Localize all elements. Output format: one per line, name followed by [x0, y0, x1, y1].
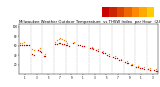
Point	[96, 50, 99, 52]
Point	[147, 69, 149, 70]
Point	[59, 37, 62, 39]
Point	[61, 43, 63, 44]
Point	[119, 58, 122, 60]
Point	[137, 65, 139, 67]
Point	[64, 41, 67, 42]
Point	[125, 62, 128, 63]
Point	[104, 52, 106, 54]
Point	[57, 38, 60, 39]
Point	[66, 42, 69, 44]
Point	[21, 42, 23, 44]
Point	[131, 63, 134, 64]
Point	[102, 52, 105, 53]
Point	[21, 44, 23, 45]
Point	[139, 67, 141, 68]
Point	[23, 42, 25, 43]
Point	[90, 46, 93, 47]
Point	[38, 47, 41, 49]
Point	[119, 60, 122, 61]
Point	[31, 49, 33, 50]
Point	[154, 69, 157, 70]
Point	[143, 68, 145, 69]
Point	[59, 43, 62, 44]
Point	[154, 70, 157, 71]
Point	[38, 51, 41, 52]
Point	[23, 44, 25, 45]
Point	[108, 55, 110, 56]
Point	[63, 44, 65, 45]
Point	[28, 44, 30, 46]
Point	[127, 62, 130, 64]
Point	[54, 44, 56, 45]
Point	[114, 57, 116, 59]
Point	[152, 70, 155, 71]
Point	[124, 61, 126, 63]
Point	[125, 60, 128, 62]
Point	[94, 50, 97, 51]
Point	[44, 53, 47, 55]
Point	[64, 44, 67, 45]
Point	[115, 58, 118, 59]
Point	[112, 57, 114, 58]
Point	[102, 51, 105, 52]
Point	[63, 39, 65, 41]
Point	[19, 43, 22, 44]
Point	[96, 49, 99, 50]
Point	[131, 64, 134, 66]
Point	[36, 50, 39, 51]
Point	[129, 64, 132, 65]
Point	[56, 43, 58, 44]
Point	[92, 47, 95, 49]
Point	[143, 67, 145, 68]
Point	[156, 70, 159, 72]
Point	[40, 51, 43, 52]
Point	[54, 41, 56, 43]
Point	[79, 44, 81, 46]
Point	[81, 45, 83, 46]
Point	[31, 53, 33, 55]
Point	[82, 45, 85, 47]
Point	[71, 43, 74, 44]
Point	[141, 68, 144, 69]
Point	[56, 39, 58, 41]
Point	[42, 55, 45, 57]
Point	[68, 45, 70, 46]
Point	[148, 69, 151, 70]
Text: Milwaukee Weather Outdoor Temperature  vs THSW Index  per Hour  (24 Hours): Milwaukee Weather Outdoor Temperature vs…	[19, 20, 160, 24]
Point	[89, 47, 91, 49]
Point	[24, 44, 27, 45]
Point	[135, 66, 138, 68]
Point	[32, 54, 35, 55]
Point	[26, 44, 29, 45]
Point	[106, 54, 109, 56]
Point	[57, 43, 60, 44]
Point	[77, 44, 80, 45]
Point	[61, 38, 63, 40]
Point	[100, 52, 103, 53]
Point	[137, 67, 139, 68]
Point	[114, 56, 116, 57]
Point	[118, 59, 120, 60]
Point	[90, 48, 93, 49]
Point	[92, 48, 95, 50]
Point	[66, 44, 69, 46]
Point	[32, 50, 35, 51]
Point	[148, 68, 151, 69]
Point	[73, 41, 76, 43]
Point	[19, 44, 22, 45]
Point	[108, 53, 110, 55]
Point	[44, 56, 47, 57]
